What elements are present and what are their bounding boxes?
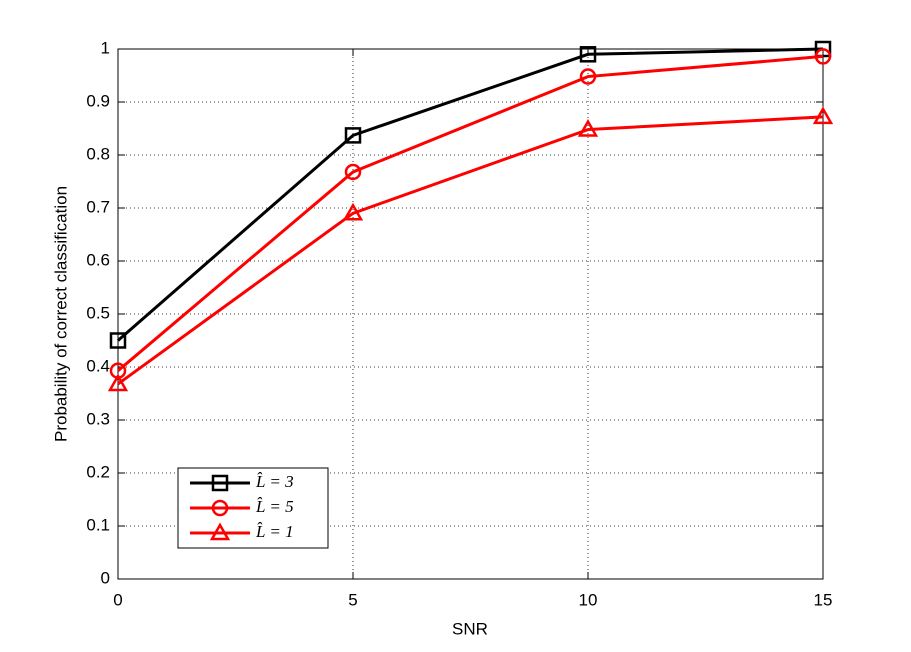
legend: L̂ = 3 L̂ = 5 L̂ = 1	[177, 467, 329, 549]
marker	[577, 119, 599, 137]
series-line	[117, 47, 824, 342]
marker	[342, 202, 364, 221]
y-tick-label: 0.5	[86, 303, 110, 322]
x-tick-label: 15	[814, 590, 833, 609]
marker	[579, 46, 597, 63]
marker	[344, 127, 362, 144]
x-tick-label: 10	[579, 590, 598, 609]
marker	[211, 474, 229, 492]
marker	[109, 332, 127, 349]
marker	[579, 68, 597, 85]
marker	[107, 373, 129, 392]
legend-label: L̂ = 1	[255, 522, 294, 541]
marker	[211, 499, 229, 517]
y-tick-label: 1	[101, 38, 110, 57]
marker	[812, 106, 834, 125]
y-tick-label: 0.6	[86, 250, 110, 269]
plot-frame	[117, 48, 824, 580]
x-tick-label: 5	[348, 590, 357, 609]
y-tick-label: 0.3	[86, 409, 110, 428]
legend-label: L̂ = 3	[255, 472, 294, 491]
y-tick-label: 0.4	[86, 356, 110, 375]
legend-label: L̂ = 5	[255, 497, 294, 516]
marker	[209, 522, 231, 541]
marker	[344, 163, 362, 181]
y-tick-label: 0.8	[86, 144, 110, 163]
marker	[814, 40, 832, 58]
series-line	[117, 54, 824, 372]
y-axis-label: Probability of correct classification	[51, 186, 70, 442]
marker	[814, 48, 832, 65]
x-axis-label: SNR	[452, 619, 488, 638]
y-tick-label: 0.7	[86, 197, 110, 216]
y-tick-label: 0.9	[86, 91, 110, 110]
y-tick-label: 0	[101, 568, 110, 587]
y-tick-label: 0.2	[86, 462, 110, 481]
series-line	[117, 115, 824, 386]
y-tick-label: 0.1	[86, 515, 110, 534]
x-tick-label: 0	[113, 590, 122, 609]
